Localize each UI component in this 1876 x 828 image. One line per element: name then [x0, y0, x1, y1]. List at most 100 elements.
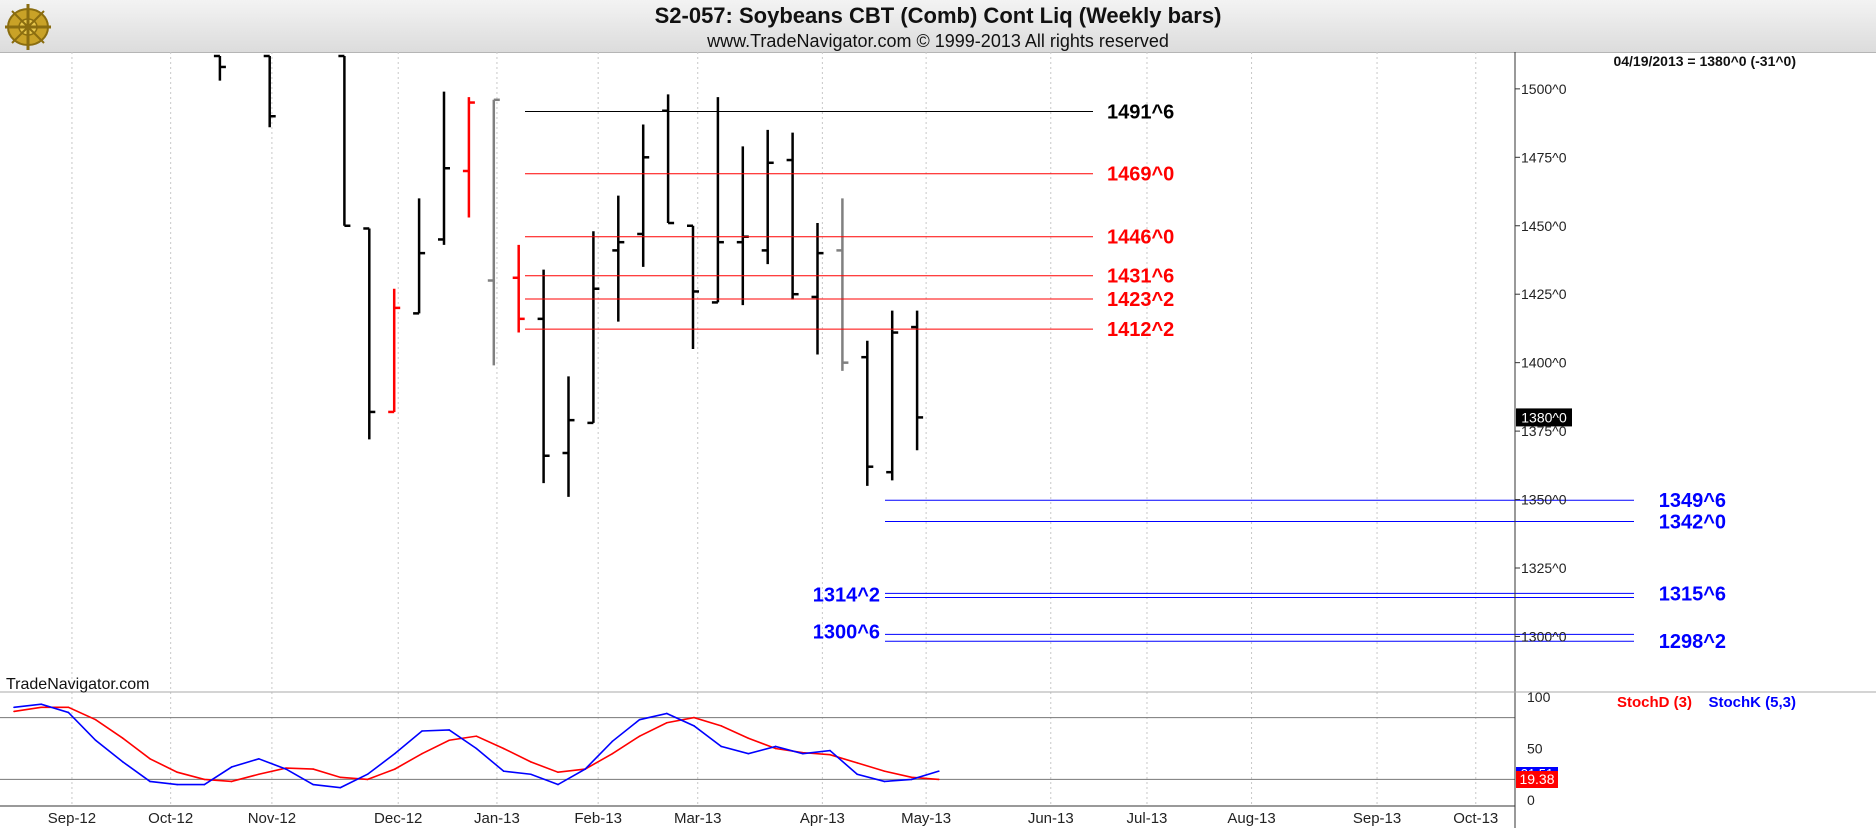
price-level-label: 1349^6 — [1659, 490, 1726, 512]
stoch-point — [394, 752, 396, 755]
stoch-point — [13, 710, 15, 713]
stoch-point — [258, 773, 260, 776]
stoch-point — [312, 783, 315, 786]
stoch-point — [720, 725, 722, 727]
price-tick-label: 1400^0 — [1521, 355, 1567, 371]
stoch-point — [829, 753, 831, 756]
month-tick-label: Jun-13 — [1028, 810, 1074, 827]
stoch-point — [13, 706, 15, 709]
stoch-point — [502, 747, 505, 750]
month-tick-label: Oct-13 — [1453, 810, 1498, 827]
axes: Sep-12 Oct-12 Nov-12 Dec-12 Jan-13 Feb-13 Mar-… — [0, 52, 1876, 828]
stoch-point — [802, 752, 804, 755]
price-bars — [213, 54, 924, 497]
month-tick-label: Nov-12 — [248, 810, 296, 827]
stoch-point — [829, 749, 831, 752]
price-tick-label: 1450^0 — [1521, 218, 1567, 234]
month-tick-label: Aug-13 — [1227, 810, 1275, 827]
chart-subtitle: www.TradeNavigator.com © 1999-2013 All r… — [707, 31, 1169, 51]
chart-title: S2-057: Soybeans CBT (Comb) Cont Liq (We… — [654, 3, 1222, 28]
stoch-point — [67, 711, 70, 714]
stoch-point — [448, 729, 451, 731]
stoch-point — [584, 768, 586, 770]
stoch-point — [747, 737, 750, 739]
month-tick-label: Apr-13 — [800, 810, 845, 827]
stoch-point — [149, 758, 151, 760]
stoch-point — [638, 718, 641, 721]
stoch-d-badge: 19.38 — [1519, 771, 1554, 787]
stoch-point — [938, 770, 940, 772]
stoch-series-line — [13, 703, 940, 789]
price-level-label: 1300^6 — [813, 621, 880, 643]
stoch-point — [122, 737, 124, 739]
stochastic-panel: StochD (3) StochK (5,3) — [0, 694, 1796, 789]
stoch-point — [421, 752, 423, 755]
stoch-point — [557, 771, 559, 773]
stoch-point — [475, 735, 478, 737]
stoch-point — [203, 783, 206, 786]
stoch-point — [666, 721, 668, 724]
stoch-point — [421, 730, 423, 732]
price-tick-label: 1325^0 — [1521, 560, 1567, 576]
stoch-point — [774, 747, 777, 750]
month-tick-label: Dec-12 — [374, 810, 422, 827]
stoch-point — [448, 739, 451, 742]
stoch-point — [366, 773, 369, 776]
stoch-point — [666, 712, 668, 715]
stoch-point — [40, 706, 42, 709]
month-tick-label: Sep-12 — [48, 810, 96, 827]
stoch-point — [258, 758, 260, 760]
last-price-info: 04/19/2013 = 1380^0 (-31^0) — [1613, 53, 1796, 69]
stoch-point — [693, 716, 695, 719]
price-tick-label: 1375^0 — [1521, 423, 1567, 439]
ship-wheel-logo-icon — [5, 4, 51, 50]
stoch-point — [856, 762, 858, 764]
month-tick-label: Feb-13 — [574, 810, 622, 827]
stoch-point — [638, 735, 641, 737]
stoch-point — [366, 778, 369, 781]
stoch-point — [883, 770, 886, 772]
stoch-point — [394, 768, 396, 770]
stoch-point — [339, 786, 342, 789]
price-level-label: 1446^0 — [1107, 227, 1174, 249]
stoch-point — [910, 778, 913, 781]
stoch-point — [203, 778, 206, 781]
stoch-point — [230, 766, 233, 768]
stoch-point — [747, 752, 750, 755]
stoch-d-badge-bg — [1516, 771, 1558, 788]
stoch-point — [285, 768, 287, 770]
month-tick-label: Oct-12 — [148, 810, 193, 827]
price-tick-label: 1350^0 — [1521, 492, 1567, 508]
stoch-point — [67, 706, 70, 709]
stoch-point — [475, 747, 478, 750]
stoch-point — [339, 776, 342, 779]
stoch-point — [122, 761, 124, 763]
price-level-label: 1315^6 — [1659, 583, 1726, 605]
month-tick-label: Jan-13 — [474, 810, 520, 827]
price-tick-label: 1425^0 — [1521, 286, 1567, 302]
last-price-badge-bg — [1516, 408, 1572, 427]
month-tick-label: May-13 — [901, 810, 951, 827]
stoch-point — [938, 778, 940, 781]
stoch-point — [611, 740, 614, 743]
stoch-point — [557, 783, 559, 786]
grid-lines — [71, 52, 1477, 806]
price-level-label: 1491^6 — [1107, 101, 1174, 123]
stoch-point — [883, 780, 886, 783]
stoch-point — [856, 773, 858, 776]
stoch-legend-k: StochK (5,3) — [1708, 694, 1796, 711]
stoch-tick-label: 0 — [1527, 792, 1535, 808]
stoch-tick-label: 50 — [1527, 741, 1543, 757]
stoch-point — [40, 703, 42, 706]
stoch-point — [149, 780, 151, 783]
stoch-legend-d: StochD (3) — [1617, 694, 1692, 711]
price-tick-label: 1475^0 — [1521, 149, 1567, 165]
stoch-point — [720, 745, 722, 748]
stoch-point — [176, 771, 178, 773]
price-tick-label: 1300^0 — [1521, 628, 1567, 644]
stoch-point — [230, 780, 233, 783]
month-tick-label: Sep-13 — [1353, 810, 1401, 827]
